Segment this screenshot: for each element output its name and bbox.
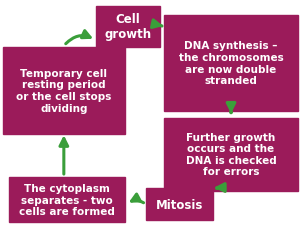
Text: Mitosis: Mitosis [156,198,203,211]
FancyBboxPatch shape [146,188,213,220]
Text: Cell
growth: Cell growth [104,13,151,41]
Text: The cytoplasm
separates - two
cells are formed: The cytoplasm separates - two cells are … [19,183,115,216]
FancyBboxPatch shape [164,118,298,191]
Text: Temporary cell
resting period
or the cell stops
dividing: Temporary cell resting period or the cel… [16,69,112,113]
Text: Further growth
occurs and the
DNA is checked
for errors: Further growth occurs and the DNA is che… [186,132,276,177]
FancyBboxPatch shape [3,48,125,134]
FancyBboxPatch shape [164,16,298,111]
FancyBboxPatch shape [96,7,160,48]
FancyBboxPatch shape [9,177,125,222]
Text: DNA synthesis –
the chromosomes
are now double
stranded: DNA synthesis – the chromosomes are now … [179,41,283,86]
